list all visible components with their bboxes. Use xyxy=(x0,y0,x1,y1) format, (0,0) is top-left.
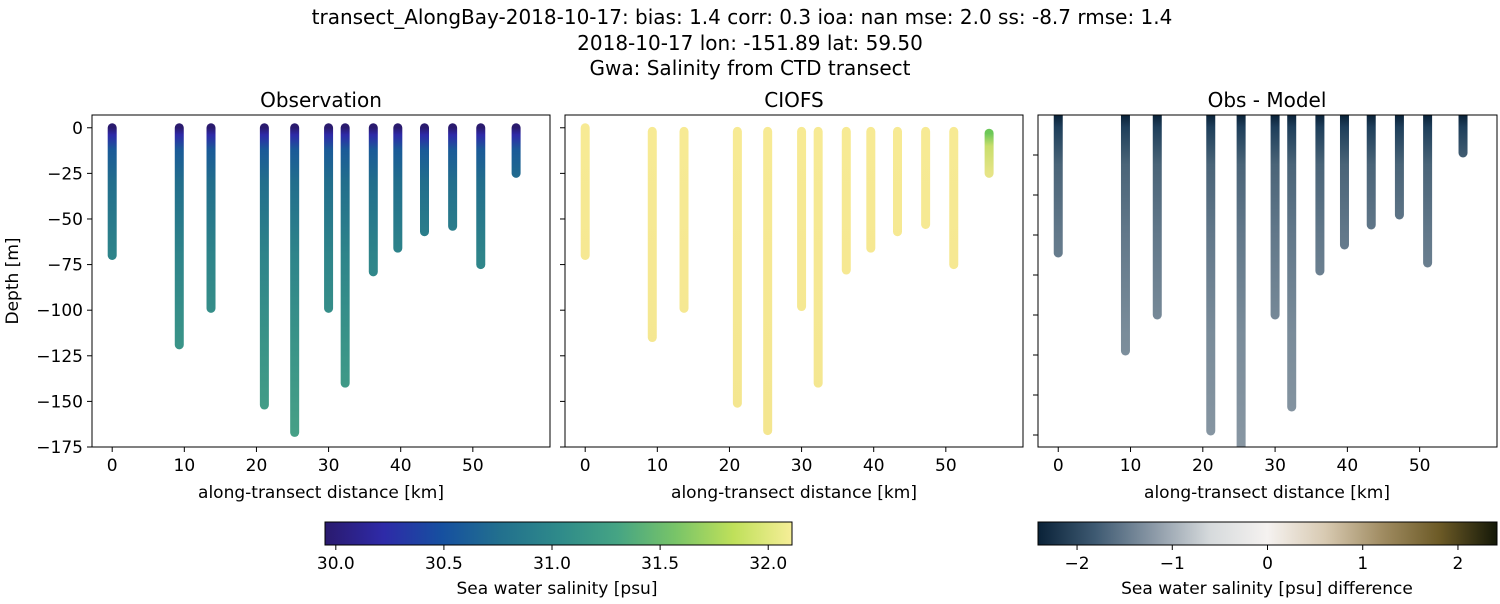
colorbar-salinity: 30.0 30.5 31.0 31.5 32.0 xyxy=(317,521,793,574)
x-axis-label-obs-model: along-transect distance [km] xyxy=(1144,483,1390,503)
colorbar-tick-label: −1 xyxy=(1160,554,1185,574)
y-tick-label: 0 xyxy=(72,119,83,139)
panel-title-ciofs: CIOFS xyxy=(764,88,823,112)
x-tick-label: 50 xyxy=(1409,456,1431,476)
x-axis-label-observation: along-transect distance [km] xyxy=(198,483,444,503)
x-tick-label: 40 xyxy=(1337,456,1359,476)
colorbar-tick-label: 32.0 xyxy=(749,554,787,574)
colorbar-difference: −2 −1 0 1 2 xyxy=(1037,521,1498,574)
x-tick-label: 0 xyxy=(580,456,591,476)
axes-frame xyxy=(564,114,1024,448)
colorbar-tick-label: 31.0 xyxy=(533,554,571,574)
y-tick-label: −125 xyxy=(36,347,83,367)
colorbar-tick-label: 1 xyxy=(1357,554,1368,574)
figure-title-line-1: transect_AlongBay-2018-10-17: bias: 1.4 … xyxy=(312,5,1173,29)
y-tick-label: −75 xyxy=(47,256,83,276)
y-tick-label: −150 xyxy=(36,392,83,412)
y-tick-label: −50 xyxy=(47,210,83,230)
x-tick-label: 40 xyxy=(390,456,412,476)
colorbar-tick-label: −2 xyxy=(1065,554,1090,574)
colorbar-tick-label: 31.5 xyxy=(641,554,679,574)
x-tick-label: 10 xyxy=(174,456,196,476)
axes-frame xyxy=(1037,114,1498,448)
x-tick-label: 20 xyxy=(1192,456,1214,476)
colorbar-label-difference: Sea water salinity [psu] difference xyxy=(1121,579,1413,599)
x-tick-label: 30 xyxy=(791,456,813,476)
x-tick-label: 20 xyxy=(246,456,268,476)
panel-ciofs: 0 10 20 30 40 50 xyxy=(560,114,1024,476)
figure-title-line-3: Gwa: Salinity from CTD transect xyxy=(590,56,911,80)
x-tick-label: 0 xyxy=(107,456,118,476)
x-tick-label: 40 xyxy=(863,456,885,476)
panel-obs-model: 0 10 20 30 40 50 xyxy=(1033,114,1498,476)
colorbar-tick-label: 2 xyxy=(1453,554,1464,574)
x-tick-label: 0 xyxy=(1053,456,1064,476)
x-tick-label: 20 xyxy=(719,456,741,476)
x-tick-label: 30 xyxy=(1264,456,1286,476)
panel-title-obs-model: Obs - Model xyxy=(1208,88,1327,112)
colorbar-tick-label: 30.5 xyxy=(425,554,463,574)
x-tick-label: 10 xyxy=(1120,456,1142,476)
colorbar-tick-label: 0 xyxy=(1262,554,1273,574)
y-tick-label: −175 xyxy=(36,438,83,458)
y-tick-label: −25 xyxy=(47,164,83,184)
axes-frame xyxy=(91,114,551,448)
figure-title-line-2: 2018-10-17 lon: -151.89 lat: 59.50 xyxy=(577,31,923,55)
panel-title-observation: Observation xyxy=(260,88,382,112)
colorbar-label-salinity: Sea water salinity [psu] xyxy=(457,579,658,599)
panel-observation: 0 10 20 30 40 50 0 −25 −50 −75 −100 −125 −150 −175 xyxy=(36,114,551,476)
x-tick-label: 30 xyxy=(318,456,340,476)
colorbar-tick-label: 30.0 xyxy=(317,554,355,574)
x-tick-label: 50 xyxy=(935,456,957,476)
x-tick-label: 10 xyxy=(647,456,669,476)
y-tick-label: −100 xyxy=(36,301,83,321)
x-tick-label: 50 xyxy=(462,456,484,476)
y-axis-label: Depth [m] xyxy=(3,237,23,324)
x-axis-label-ciofs: along-transect distance [km] xyxy=(671,483,917,503)
